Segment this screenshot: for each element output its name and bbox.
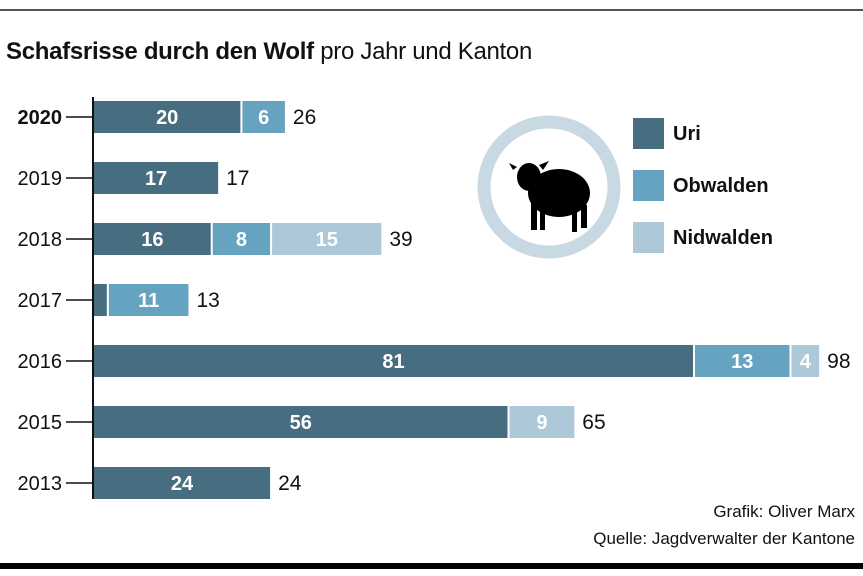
bar-total-label: 17 xyxy=(226,167,249,190)
bar-value-label: 20 xyxy=(156,107,178,129)
bar-segment-obwalden xyxy=(695,345,790,377)
bar-total-label: 13 xyxy=(196,289,219,312)
bar-value-label: 11 xyxy=(138,290,159,312)
bar-total-label: 65 xyxy=(582,411,605,434)
bar-value-label: 9 xyxy=(536,412,547,434)
bar-segment-nidwalden xyxy=(509,406,575,438)
y-tick-label: 2017 xyxy=(18,290,63,312)
chart-title-sub: pro Jahr und Kanton xyxy=(320,38,533,65)
y-tick-label: 2020 xyxy=(18,107,63,129)
legend-item-obwalden: Obwalden xyxy=(633,170,853,202)
y-tick-label: 2015 xyxy=(18,412,63,434)
bar-segment-uri xyxy=(94,223,211,255)
bar-value-label: 81 xyxy=(382,351,404,373)
credit-grafik: Grafik: Oliver Marx xyxy=(713,502,855,521)
bar-value-label: 24 xyxy=(171,473,194,495)
bar-value-label: 56 xyxy=(290,412,312,434)
y-tick-label: 2018 xyxy=(18,229,63,251)
bar-segment-nidwalden xyxy=(791,345,820,377)
chart-title: Schafsrisse durch den Wolf pro Jahr und … xyxy=(6,38,532,66)
bar-total-label: 24 xyxy=(278,472,302,495)
legend-label-uri: Uri xyxy=(673,123,701,145)
legend-swatch-uri xyxy=(633,118,664,149)
bar-segment-uri xyxy=(94,284,107,316)
bar-value-label: 17 xyxy=(145,168,167,190)
legend-item-uri: Uri xyxy=(633,118,853,150)
bar-value-label: 15 xyxy=(316,229,338,251)
bar-value-label: 4 xyxy=(800,351,812,373)
bar-segment-uri xyxy=(94,101,241,133)
sheep-icon xyxy=(477,115,621,259)
y-tick-label: 2016 xyxy=(18,351,63,373)
bar-value-label: 13 xyxy=(731,351,753,373)
bar-value-label: 16 xyxy=(141,229,163,251)
bar-segment-uri xyxy=(94,162,219,194)
legend-item-nidwalden: Nidwalden xyxy=(633,222,853,254)
chart-title-main: Schafsrisse durch den Wolf xyxy=(6,38,314,65)
credits: Grafik: Oliver Marx Quelle: Jagdverwalte… xyxy=(593,498,855,552)
y-tick-label: 2019 xyxy=(18,168,63,190)
legend-label-obwalden: Obwalden xyxy=(673,175,769,197)
bar-segment-obwalden xyxy=(108,284,189,316)
bar-segment-obwalden xyxy=(242,101,285,133)
legend-swatch-nidwalden xyxy=(633,222,664,253)
legend-swatch-obwalden xyxy=(633,170,664,201)
bar-total-label: 98 xyxy=(827,350,850,373)
bar-segment-uri xyxy=(94,345,694,377)
bar-total-label: 26 xyxy=(293,106,316,129)
bar-segment-uri xyxy=(94,467,271,499)
bottom-rule xyxy=(0,563,863,569)
y-tick-label: 2013 xyxy=(18,473,63,495)
bar-segment-nidwalden xyxy=(272,223,382,255)
bar-segment-obwalden xyxy=(212,223,271,255)
credit-quelle: Quelle: Jagdverwalter der Kantone xyxy=(593,529,855,548)
legend-label-nidwalden: Nidwalden xyxy=(673,227,774,249)
top-rule xyxy=(0,9,863,11)
bar-value-label: 8 xyxy=(236,229,247,251)
bar-segment-uri xyxy=(94,406,508,438)
bar-value-label: 6 xyxy=(258,107,269,129)
bar-total-label: 39 xyxy=(389,228,412,251)
